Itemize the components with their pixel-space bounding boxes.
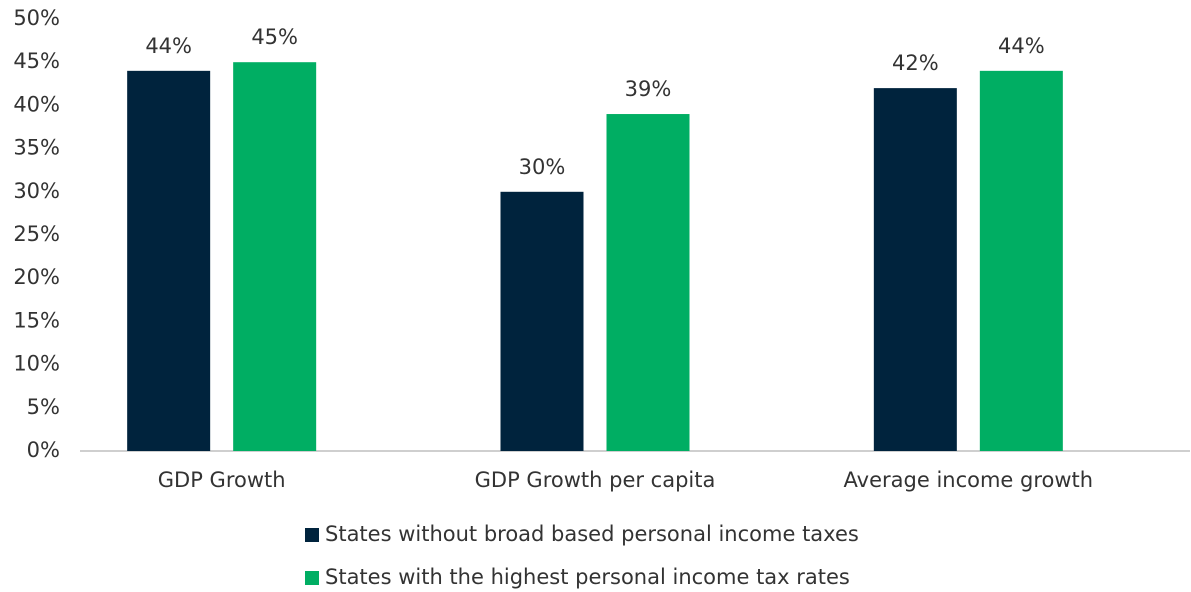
bar <box>233 62 317 451</box>
y-tick-label: 25% <box>13 222 60 246</box>
data-label: 45% <box>251 25 298 49</box>
y-tick-label: 45% <box>13 49 60 73</box>
bar <box>979 70 1063 451</box>
y-tick-label: 10% <box>13 352 60 376</box>
legend-label: States without broad based personal inco… <box>325 522 859 546</box>
data-label: 30% <box>519 155 566 179</box>
y-tick-label: 0% <box>27 438 60 462</box>
bar <box>873 88 957 452</box>
bar <box>500 191 584 452</box>
data-label: 39% <box>625 77 672 101</box>
x-tick-label: Average income growth <box>844 468 1094 492</box>
y-tick-label: 50% <box>13 6 60 30</box>
legend-swatch <box>305 528 319 542</box>
y-tick-label: 40% <box>13 92 60 116</box>
y-tick-label: 35% <box>13 136 60 160</box>
legend-swatch <box>305 571 319 585</box>
x-tick-label: GDP Growth per capita <box>475 468 716 492</box>
y-tick-label: 30% <box>13 179 60 203</box>
data-label: 44% <box>145 34 192 58</box>
data-label: 42% <box>892 51 939 75</box>
y-tick-label: 20% <box>13 265 60 289</box>
bar <box>606 114 690 451</box>
y-tick-label: 5% <box>27 395 60 419</box>
legend-label: States with the highest personal income … <box>325 565 850 589</box>
x-tick-label: GDP Growth <box>158 468 286 492</box>
y-tick-label: 15% <box>13 308 60 332</box>
bar <box>127 70 211 451</box>
data-label: 44% <box>998 34 1045 58</box>
